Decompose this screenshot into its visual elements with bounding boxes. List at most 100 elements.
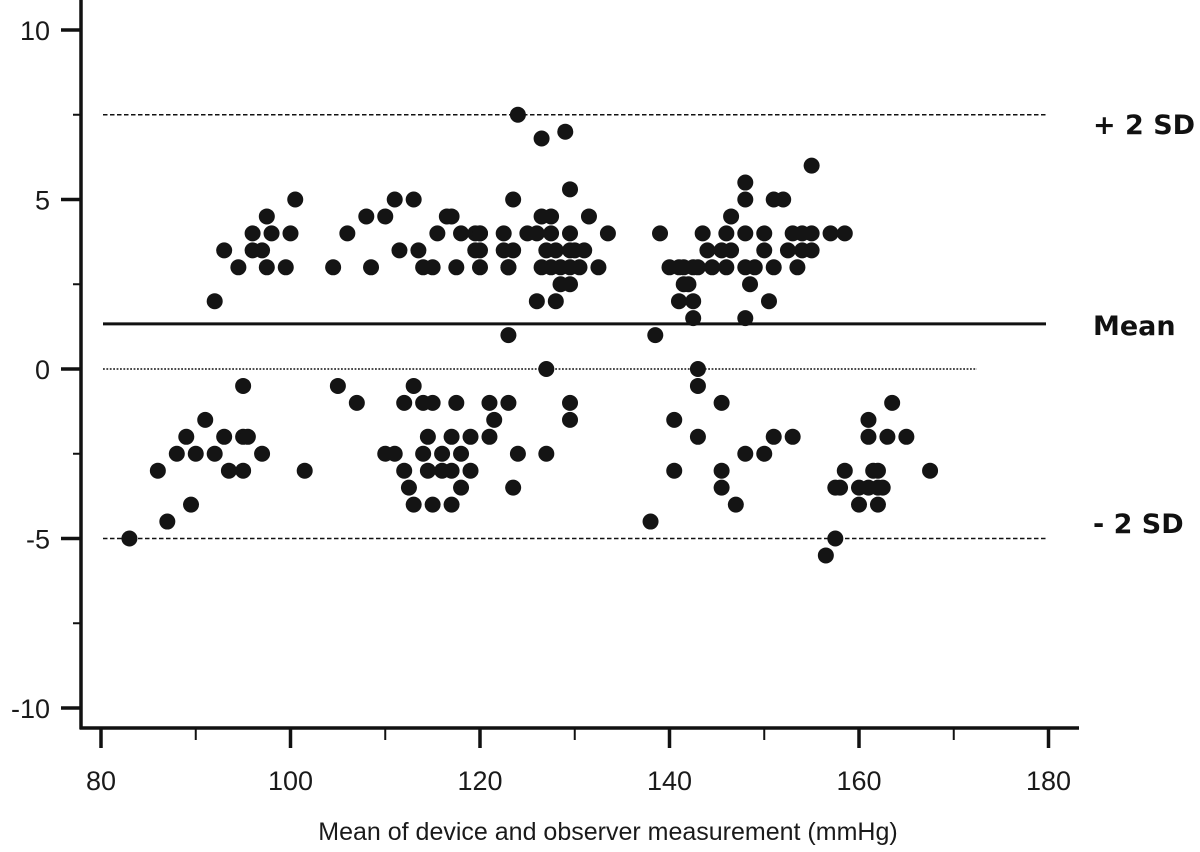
data-point [538,361,555,377]
minus-2sd-label: - 2 SD [1093,509,1184,540]
data-point [737,310,754,327]
data-point [756,242,773,259]
data-point [718,259,735,276]
data-point [803,157,820,174]
data-point [756,445,773,462]
data-point [363,259,380,276]
data-point [443,208,460,225]
data-point [884,394,901,411]
data-point [453,445,470,462]
data-point [832,479,849,496]
data-point [590,259,607,276]
x-tick-label: 120 [457,766,502,796]
data-point [543,225,560,242]
data-point [216,242,233,259]
y-tick-label: -5 [26,525,50,555]
data-point [429,225,446,242]
data-point [505,242,522,259]
data-point [419,462,436,479]
data-point [410,242,427,259]
data-point [481,428,498,445]
data-point [396,394,413,411]
data-point [509,106,526,123]
y-tick-label: -10 [11,694,50,724]
data-point [254,242,271,259]
data-point [396,462,413,479]
data-point [339,225,356,242]
data-point [571,259,588,276]
data-point [860,411,877,428]
plus-2sd-label: + 2 SD [1093,110,1195,141]
data-point [329,377,346,394]
x-ticks: 80 100 120 140 160 180 [86,728,1071,796]
y-tick-label: 5 [35,186,50,216]
data-point [860,428,877,445]
data-point [803,242,820,259]
data-point [713,394,730,411]
data-point [652,225,669,242]
data-point [817,547,834,564]
data-point [680,276,697,293]
data-point [713,479,730,496]
data-point [723,242,740,259]
data-point [670,259,687,276]
data-point [689,428,706,445]
data-point [462,462,479,479]
y-tick-label: 0 [35,355,50,385]
data-point [509,445,526,462]
data-point [737,174,754,191]
data-point [448,259,465,276]
data-point [689,377,706,394]
data-point [277,259,294,276]
data-point [448,394,465,411]
data-point [424,394,441,411]
data-point [244,225,261,242]
data-point [543,208,560,225]
data-point [642,513,659,530]
data-point [500,327,517,344]
data-point [462,428,479,445]
data-point [723,208,740,225]
data-point [836,462,853,479]
data-point [742,276,759,293]
data-point [737,191,754,208]
data-point [424,496,441,513]
x-tick-label: 140 [647,766,692,796]
data-point [580,208,597,225]
data-point [694,225,711,242]
data-point [453,225,470,242]
data-point [149,462,166,479]
data-point [547,293,564,310]
data-point [235,462,252,479]
data-point [685,293,702,310]
data-point [704,259,721,276]
data-point [737,225,754,242]
data-point [874,479,891,496]
x-tick-label: 180 [1026,766,1071,796]
data-point [562,181,579,198]
data-point [206,293,223,310]
data-point [386,445,403,462]
data-point [453,479,470,496]
data-point [562,276,579,293]
data-point [239,428,256,445]
data-point [898,428,915,445]
data-point [803,225,820,242]
data-point [419,428,436,445]
data-point [666,411,683,428]
data-point [348,394,365,411]
x-tick-label: 80 [86,766,116,796]
data-point [400,479,417,496]
data-point [443,428,460,445]
data-point [178,428,195,445]
data-point [666,462,683,479]
data-point [822,225,839,242]
x-axis-title: Mean of device and observer measurement … [318,818,897,846]
data-point [415,445,432,462]
data-point [827,530,844,547]
data-point [258,208,275,225]
data-point [486,411,503,428]
data-point [670,293,687,310]
data-point [562,394,579,411]
data-point [254,445,271,462]
